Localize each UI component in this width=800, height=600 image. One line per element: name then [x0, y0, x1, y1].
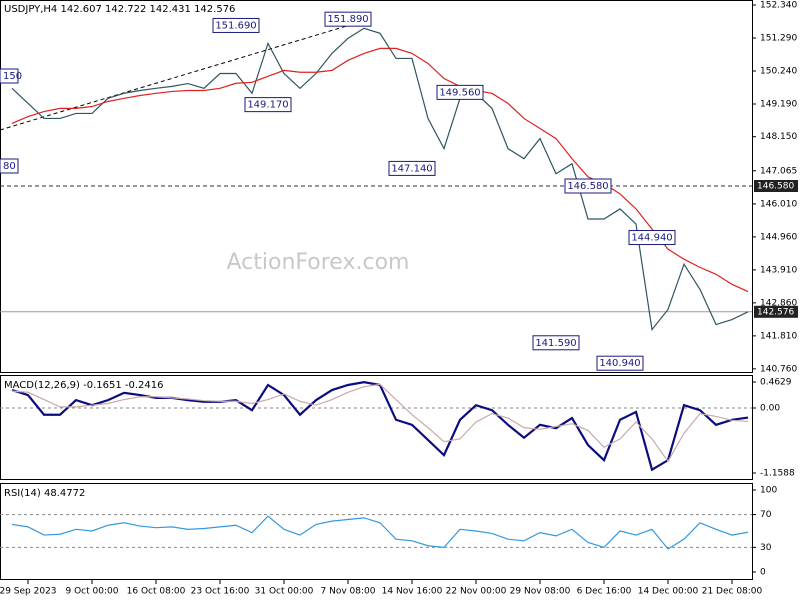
y-tick-label: 151.290 — [760, 34, 797, 44]
annotation-box — [212, 17, 260, 33]
x-tick-label: 29 Nov 08:00 — [510, 587, 571, 597]
annotation-box — [564, 178, 612, 194]
edge-label-box — [0, 68, 19, 84]
y-tick-label: 0 — [760, 567, 766, 577]
y-tick-label: 141.810 — [760, 331, 797, 341]
y-tick-label: 148.150 — [760, 132, 797, 142]
y-tick-label: 140.760 — [760, 364, 797, 374]
price-label: 142.576 — [757, 307, 794, 317]
series-line — [11, 383, 749, 463]
y-tick-label: 150.240 — [760, 67, 797, 77]
y-tick-label: 152.340 — [760, 1, 797, 11]
price-label-box — [754, 180, 798, 192]
x-tick-label: 16 Oct 08:00 — [127, 587, 186, 597]
annotation-label: 144.940 — [631, 233, 672, 244]
x-tick-label: 9 Oct 00:00 — [66, 587, 119, 597]
edge-label: 80 — [3, 161, 16, 172]
annotation-box — [628, 230, 676, 246]
price-label: 146.580 — [757, 182, 794, 192]
annotation-label: 151.890 — [327, 14, 368, 25]
y-tick-label: 30 — [760, 543, 772, 553]
edge-label: 150 — [3, 71, 22, 82]
annotation-label: 146.580 — [567, 181, 608, 192]
trend-line — [0, 21, 361, 131]
x-tick-label: 14 Dec 00:00 — [638, 587, 699, 597]
x-tick-label: 7 Nov 08:00 — [321, 587, 376, 597]
annotation-box — [436, 84, 484, 100]
price-label-box — [754, 305, 798, 318]
y-tick-label: 144.960 — [760, 232, 797, 242]
rsi-panel-frame — [0, 483, 753, 580]
annotation-box — [324, 11, 372, 27]
series-line — [11, 27, 749, 332]
y-tick-label: 100 — [760, 485, 777, 495]
y-tick-label: 0.4629 — [760, 378, 792, 388]
y-tick-label: 147.065 — [760, 166, 797, 176]
annotation-box — [244, 97, 292, 113]
annotation-box — [532, 335, 580, 351]
y-tick-label: 149.190 — [760, 99, 797, 109]
x-tick-label: 23 Oct 16:00 — [191, 587, 250, 597]
annotation-label: 141.590 — [535, 338, 576, 349]
watermark: ActionForex.com — [227, 250, 410, 275]
series-line — [11, 381, 749, 472]
annotation-box — [388, 160, 436, 176]
y-tick-label: 146.010 — [760, 199, 797, 209]
macd-panel-frame — [0, 375, 753, 480]
panel-title: RSI(14) 48.4772 — [4, 488, 85, 499]
annotation-label: 149.170 — [247, 100, 288, 111]
series-line — [11, 47, 749, 293]
x-tick-label: 21 Dec 08:00 — [702, 587, 763, 597]
panel-title: MACD(12,26,9) -0.1651 -0.2416 — [4, 380, 164, 391]
x-tick-label: 29 Sep 2023 — [0, 587, 57, 597]
annotation-label: 147.140 — [391, 163, 432, 174]
x-tick-label: 31 Oct 00:00 — [255, 587, 314, 597]
x-tick-label: 22 Nov 00:00 — [446, 587, 507, 597]
y-tick-label: 70 — [760, 510, 772, 520]
annotation-label: 140.940 — [599, 358, 640, 369]
y-tick-label: 143.910 — [760, 265, 797, 275]
panel-title: USDJPY,H4 142.607 142.722 142.431 142.57… — [4, 4, 235, 15]
y-tick-label: 0.00 — [760, 403, 780, 413]
annotation-label: 151.690 — [215, 20, 256, 31]
y-tick-label: 142.860 — [760, 298, 797, 308]
annotation-box — [596, 355, 644, 371]
series-line — [11, 515, 749, 550]
x-tick-label: 6 Dec 16:00 — [577, 587, 632, 597]
edge-label-box — [0, 158, 19, 174]
x-tick-label: 14 Nov 16:00 — [382, 587, 443, 597]
y-tick-label: -1.1588 — [760, 469, 795, 479]
annotation-label: 149.560 — [439, 87, 480, 98]
